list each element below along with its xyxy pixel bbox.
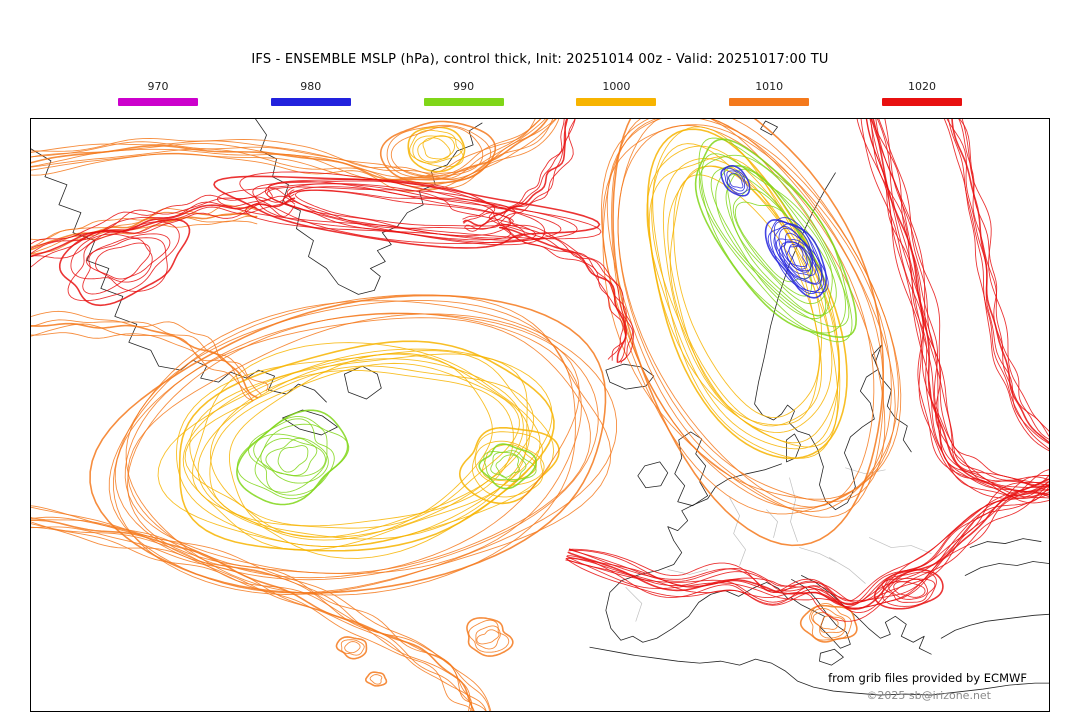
legend-item-990: 990 xyxy=(423,80,504,106)
legend-item-980: 980 xyxy=(270,80,351,106)
legend-item-1010: 1010 xyxy=(729,80,810,106)
legend-level-label: 1020 xyxy=(907,80,936,93)
legend: 970 980 990 1000 1010 1020 xyxy=(118,80,962,106)
legend-level-label: 1000 xyxy=(602,80,631,93)
legend-item-1000: 1000 xyxy=(576,80,657,106)
legend-level-label: 970 xyxy=(147,80,169,93)
legend-item-970: 970 xyxy=(118,80,198,106)
map-frame: from grib files provided by ECMWF ©2025 … xyxy=(30,118,1050,712)
legend-level-label: 1010 xyxy=(755,80,784,93)
legend-color-swatch xyxy=(270,98,351,106)
attribution-copyright: ©2025 sb@irizone.net xyxy=(866,689,991,702)
chart-title: IFS - ENSEMBLE MSLP (hPa), control thick… xyxy=(251,52,829,67)
legend-color-swatch xyxy=(423,98,504,106)
legend-level-label: 990 xyxy=(453,80,475,93)
legend-color-swatch xyxy=(118,98,198,106)
legend-level-label: 980 xyxy=(300,80,322,93)
attribution-source: from grib files provided by ECMWF xyxy=(828,671,1027,685)
legend-item-1020: 1020 xyxy=(881,80,962,106)
map-canvas xyxy=(31,119,1049,711)
legend-color-swatch xyxy=(881,98,962,106)
legend-color-swatch xyxy=(576,98,657,106)
legend-color-swatch xyxy=(729,98,810,106)
